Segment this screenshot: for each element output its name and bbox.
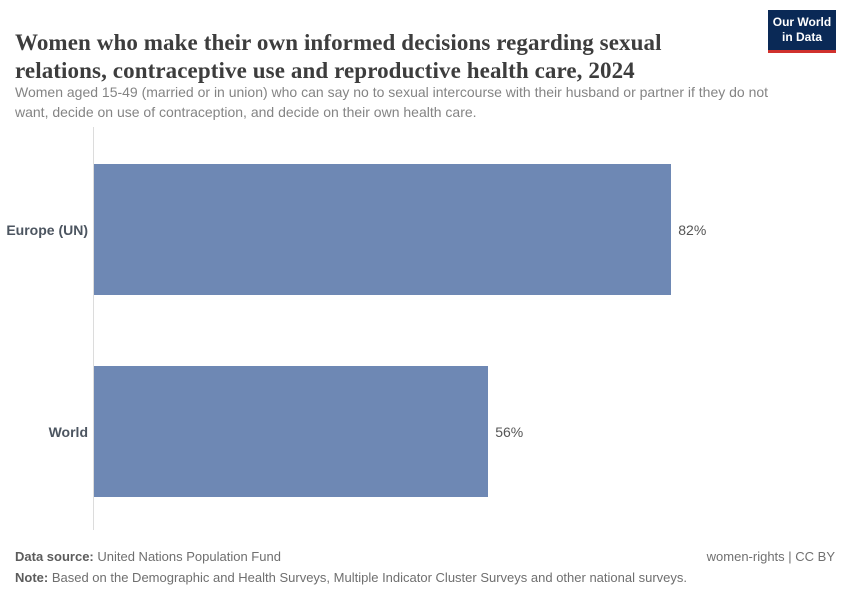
note-value: Based on the Demographic and Health Surv… [48, 570, 687, 585]
owid-logo-line-1: Our World [772, 15, 832, 29]
chart-title-line-1: Women who make their own informed decisi… [15, 30, 662, 56]
chart-subtitle: Women aged 15-49 (married or in union) w… [15, 82, 837, 122]
chart-subtitle-line-1: Women aged 15-49 (married or in union) w… [15, 84, 769, 100]
footer-note-row: Note: Based on the Demographic and Healt… [15, 568, 835, 588]
data-source-label: Data source: [15, 549, 94, 564]
chart-title: Women who make their own informed decisi… [15, 29, 763, 85]
entity-label-europe: Europe (UN) [6, 221, 88, 238]
plot-area: 82% [94, 164, 798, 295]
chart-subtitle-line-2: want, decide on use of contraception, an… [15, 104, 477, 120]
rights-text: women-rights | CC BY [706, 549, 835, 564]
value-label-europe: 82% [678, 221, 707, 238]
entity-label-world: World [48, 423, 88, 440]
data-source-value: United Nations Population Fund [93, 549, 281, 564]
data-source-text: Data source: United Nations Population F… [15, 547, 281, 567]
chart-title-line-2: relations, contraceptive use and reprodu… [15, 58, 635, 84]
owid-logo-line-2: in Data [781, 30, 822, 44]
bar-world [94, 366, 489, 497]
note-label: Note: [15, 570, 49, 585]
plot-area: 56% [94, 366, 798, 497]
y-axis-line [93, 127, 94, 530]
value-label-world: 56% [495, 423, 524, 440]
footer-source-row: Data source: United Nations Population F… [15, 547, 835, 567]
bar-row-world: World 56% [0, 366, 850, 497]
bar-europe [94, 164, 672, 295]
bar-row-europe: Europe (UN) 82% [0, 164, 850, 295]
owid-logo: Our World in Data [768, 10, 836, 53]
